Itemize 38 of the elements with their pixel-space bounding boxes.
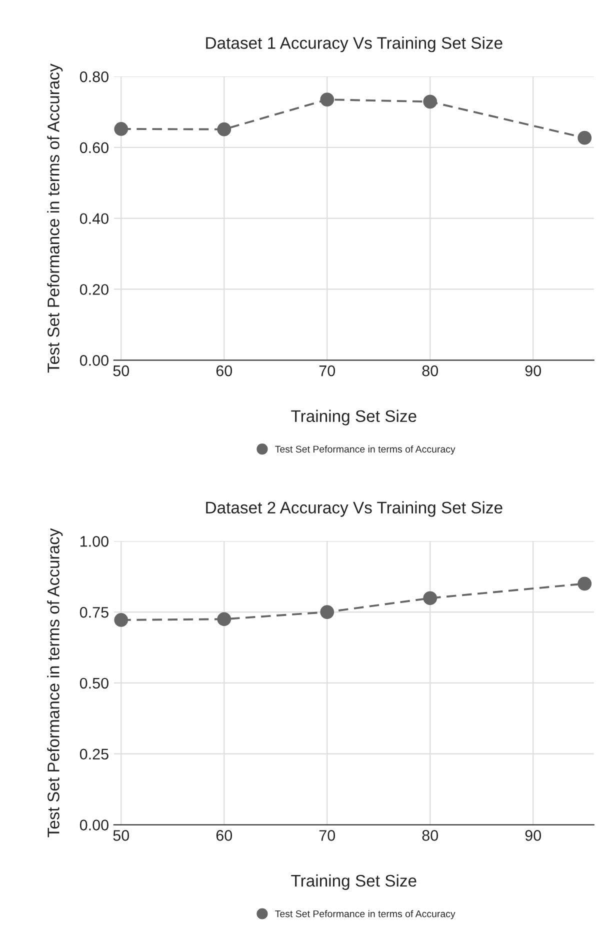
y-tick-label: 0.75 (80, 606, 108, 618)
legend-label: Test Set Peformance in terms of Accuracy (275, 445, 456, 455)
y-tick-label: 1.00 (80, 536, 108, 547)
x-axis-title: Training Set Size (291, 410, 416, 426)
point (114, 613, 128, 627)
y-tick-label: 0.20 (80, 284, 108, 295)
point (114, 122, 128, 136)
point (320, 605, 334, 619)
point (578, 576, 592, 591)
chart-title: Dataset 1 Accuracy Vs Training Set Size (206, 36, 502, 52)
y-axis-title: Test Set Peformance in terms of Accuracy (47, 528, 63, 838)
y-tick-label: 0.00 (80, 355, 108, 366)
x-tick-label: 80 (422, 830, 438, 841)
x-tick-label: 70 (319, 365, 336, 376)
point (578, 130, 592, 145)
point (217, 612, 232, 626)
x-tick-label: 50 (113, 365, 130, 376)
y-tick-label: 0.25 (80, 748, 108, 760)
point (320, 92, 334, 106)
legend-label: Test Set Peformance in terms of Accuracy (275, 910, 456, 920)
y-tick-label: 0.40 (80, 213, 108, 224)
x-tick-label: 50 (113, 830, 130, 841)
x-tick-label: 90 (525, 830, 542, 841)
x-tick-label: 80 (422, 365, 438, 376)
y-axis-title: Test Set Peformance in terms of Accuracy (47, 64, 63, 373)
x-tick-label: 70 (319, 830, 336, 841)
x-tick-label: 90 (525, 365, 542, 376)
y-tick-label: 0.50 (80, 678, 108, 689)
y-tick-label: 0.80 (80, 71, 108, 82)
y-tick-label: 0.00 (80, 820, 108, 830)
y-tick-label: 0.60 (80, 142, 108, 154)
point (423, 94, 438, 109)
point (423, 591, 438, 606)
x-axis-title: Training Set Size (291, 874, 416, 890)
chart-title: Dataset 2 Accuracy Vs Training Set Size (206, 501, 502, 517)
x-tick-label: 60 (216, 365, 232, 376)
x-tick-label: 60 (216, 830, 232, 841)
point (217, 122, 232, 136)
